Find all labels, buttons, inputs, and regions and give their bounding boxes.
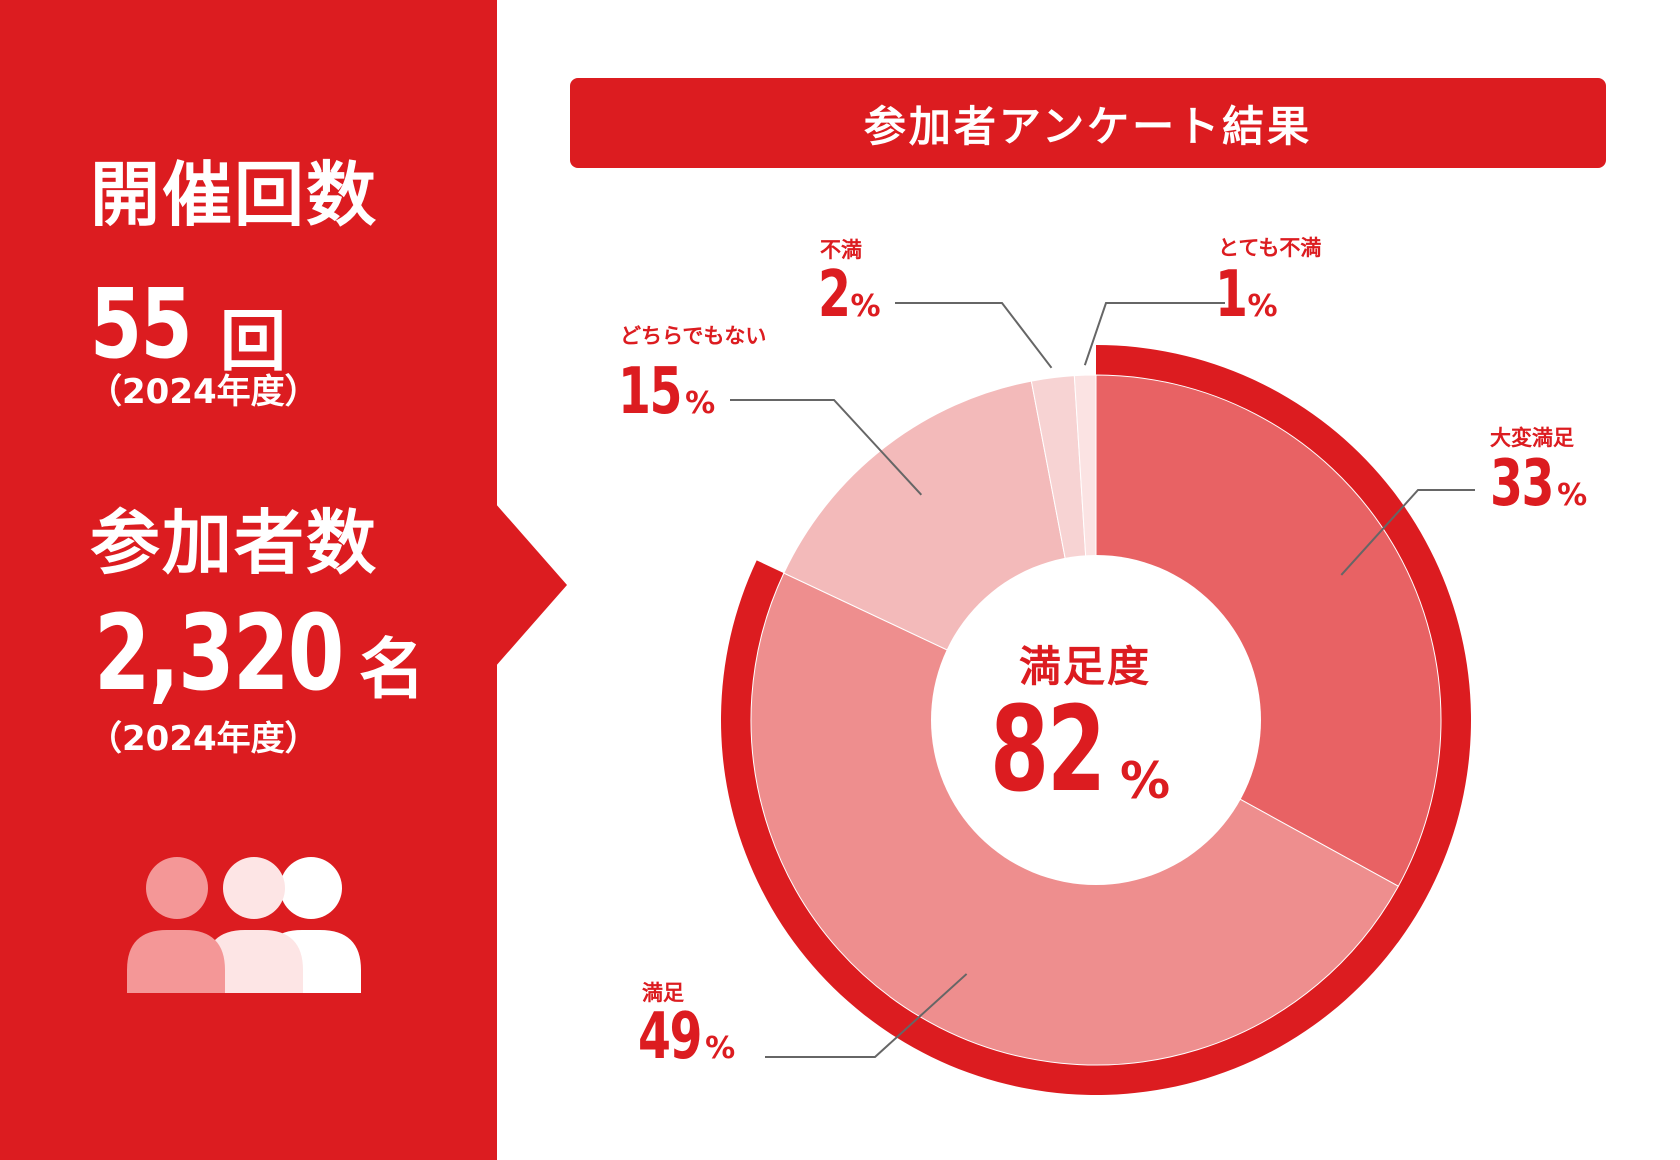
center-value: 82 % <box>990 680 1190 818</box>
slice-value-label: 1% <box>1215 258 1278 332</box>
participants-value: 2,320 <box>94 592 344 714</box>
leader-line <box>765 973 968 1058</box>
survey-title: 参加者アンケート結果 <box>863 101 1313 151</box>
center-value-number: 82 <box>990 680 1106 818</box>
slice-value-label: 33% <box>1490 447 1588 521</box>
leader-line <box>895 302 1053 369</box>
slice-value-label: 15% <box>618 355 716 429</box>
leader-lines <box>730 302 1475 1058</box>
sessions-year: （2024年度） <box>88 372 319 412</box>
slice-name-label: 大変満足 <box>1490 426 1574 450</box>
survey-header: 参加者アンケート結果 <box>570 78 1606 168</box>
leader-line <box>1083 302 1225 366</box>
center-value-unit: % <box>1120 752 1171 810</box>
sessions-value-row: 55 回 <box>90 268 286 380</box>
participants-value-row: 2,320 名 <box>94 592 425 714</box>
people-group-icon <box>127 857 361 993</box>
slice-name-label: 満足 <box>642 981 684 1005</box>
leader-line <box>1340 489 1475 576</box>
slice-name-label: 不満 <box>820 238 862 262</box>
center-label: 満足度 <box>1018 642 1151 691</box>
slice-value-label: 2% <box>818 258 881 332</box>
participants-title: 参加者数 <box>90 502 378 584</box>
participants-year: （2024年度） <box>88 719 319 759</box>
sessions-unit: 回 <box>220 303 286 380</box>
sessions-value: 55 <box>90 268 193 380</box>
slice-value-label: 49% <box>638 1000 736 1074</box>
participants-unit: 名 <box>359 631 425 708</box>
sessions-title: 開催回数 <box>90 154 378 236</box>
slice-name-label: どちらでもない <box>620 324 767 348</box>
slice-name-label: とても不満 <box>1218 236 1322 260</box>
leader-line <box>730 399 923 496</box>
panel-arrow <box>495 503 567 667</box>
donut-hole <box>931 555 1261 885</box>
